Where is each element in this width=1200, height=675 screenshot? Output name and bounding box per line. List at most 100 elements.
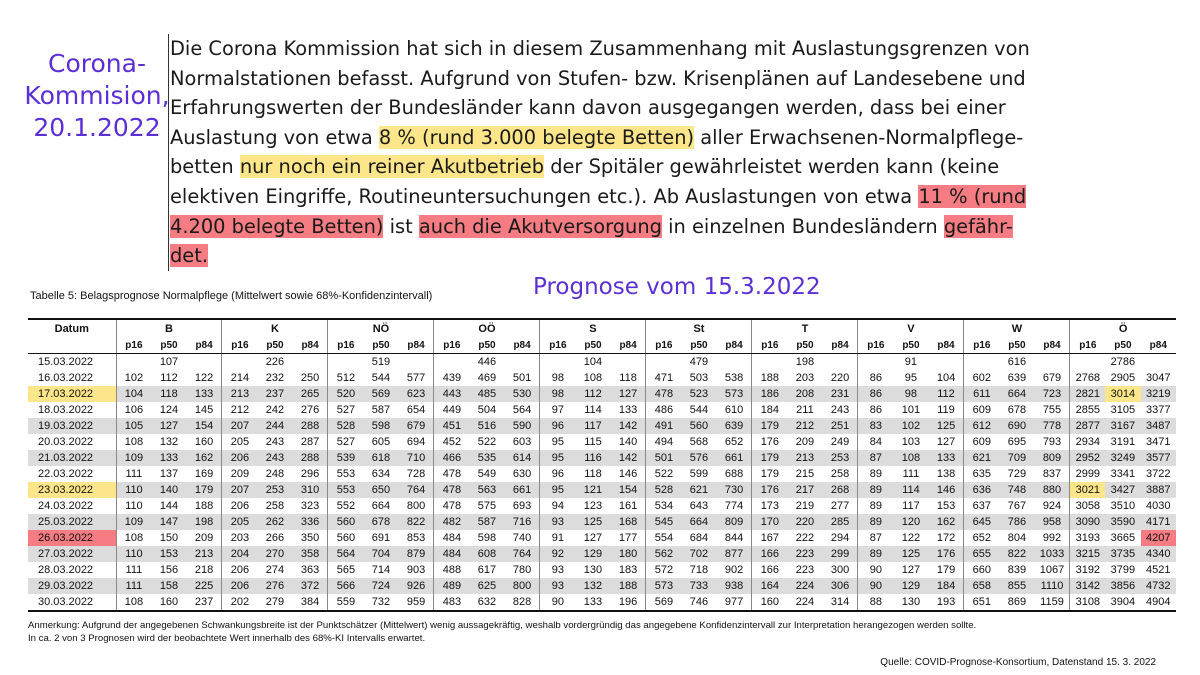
value-cell: 484: [433, 546, 470, 562]
value-cell: 294: [822, 530, 858, 546]
subcolumn-header: p84: [504, 338, 540, 354]
value-cell: 602: [963, 370, 1000, 386]
value-cell: 179: [751, 418, 788, 434]
value-cell: 209: [221, 466, 258, 482]
value-cell: 489: [433, 578, 470, 594]
value-cell: 140: [610, 434, 646, 450]
value-cell: 774: [716, 498, 752, 514]
value-cell: 575: [469, 498, 505, 514]
value-cell: 716: [504, 514, 540, 530]
value-cell: 3215: [1069, 546, 1106, 562]
value-cell: 237: [186, 594, 222, 612]
value-cell: 553: [327, 466, 364, 482]
value-cell: 488: [433, 562, 470, 578]
value-cell: 449: [433, 402, 470, 418]
value-cell: 618: [363, 450, 399, 466]
value-cell: 156: [151, 562, 187, 578]
table-row: 23.03.2022 110 140 179 207 253 310 553 650 764 478…: [28, 482, 1176, 498]
value-cell: 142: [610, 418, 646, 434]
value-cell: 501: [645, 450, 682, 466]
value-cell: [1140, 353, 1176, 370]
value-cell: 176: [928, 546, 964, 562]
region-header: W: [963, 318, 1070, 338]
value-cell: 611: [963, 386, 1000, 402]
value-cell: 253: [257, 482, 293, 498]
value-cell: 623: [398, 386, 434, 402]
value-cell: 102: [893, 418, 929, 434]
subcolumn-header: p84: [398, 338, 434, 354]
value-cell: 207: [221, 482, 258, 498]
value-cell: 132: [151, 434, 187, 450]
value-cell: 678: [363, 514, 399, 530]
value-cell: 248: [257, 466, 293, 482]
value-cell: 288: [292, 450, 328, 466]
value-cell: 746: [681, 594, 717, 612]
value-cell: 853: [398, 530, 434, 546]
value-cell: 959: [398, 594, 434, 612]
value-cell: 439: [433, 370, 470, 386]
subcolumn-header: p84: [186, 338, 222, 354]
value-cell: 107: [151, 353, 187, 370]
value-cell: 451: [433, 418, 470, 434]
value-cell: 358: [292, 546, 328, 562]
value-cell: 86: [857, 386, 894, 402]
value-cell: 225: [186, 578, 222, 594]
subcolumn-header: p84: [1140, 338, 1176, 354]
value-cell: 314: [822, 594, 858, 612]
value-cell: 336: [292, 514, 328, 530]
table-row: 24.03.2022 110 144 188 206 258 323 552 664 800 478…: [28, 498, 1176, 514]
value-cell: 714: [363, 562, 399, 578]
value-cell: 127: [610, 386, 646, 402]
value-cell: 3904: [1105, 594, 1141, 612]
date-header: Datum: [28, 318, 116, 338]
value-cell: 205: [221, 514, 258, 530]
value-cell: 89: [857, 466, 894, 482]
value-cell: 251: [822, 418, 858, 434]
date-cell: 18.03.2022: [28, 402, 116, 418]
value-cell: 146: [928, 482, 964, 498]
value-cell: 568: [681, 434, 717, 450]
value-cell: 203: [221, 530, 258, 546]
value-cell: 534: [645, 498, 682, 514]
value-cell: 350: [292, 530, 328, 546]
value-cell: 111: [115, 578, 152, 594]
value-cell: 170: [751, 514, 788, 530]
note-line: Anmerkung: Aufgrund der angegebenen Schw…: [28, 620, 977, 631]
value-cell: 153: [151, 546, 187, 562]
value-cell: 242: [257, 402, 293, 418]
value-cell: 630: [504, 466, 540, 482]
value-cell: 664: [681, 514, 717, 530]
value-cell: 654: [398, 402, 434, 418]
value-cell: 223: [787, 546, 823, 562]
value-cell: 616: [999, 353, 1035, 370]
value-cell: 129: [575, 546, 611, 562]
value-cell: 108: [575, 370, 611, 386]
value-cell: 132: [575, 578, 611, 594]
value-cell: 755: [1034, 402, 1070, 418]
value-cell: 231: [822, 386, 858, 402]
value-cell: 208: [787, 386, 823, 402]
value-cell: 111: [893, 466, 929, 482]
value-cell: 2821: [1069, 386, 1106, 402]
value-cell: 214: [221, 370, 258, 386]
value-cell: [716, 353, 752, 370]
value-cell: 108: [893, 450, 929, 466]
value-cell: 98: [893, 386, 929, 402]
subcolumn-header: p16: [539, 338, 576, 354]
value-cell: 590: [504, 418, 540, 434]
subcolumn-header: p16: [645, 338, 682, 354]
value-cell: 512: [327, 370, 364, 386]
region-header: V: [857, 318, 964, 338]
value-cell: 655: [963, 546, 1000, 562]
date-cell: 16.03.2022: [28, 370, 116, 386]
date-cell: 17.03.2022: [28, 386, 116, 402]
region-header: K: [221, 318, 328, 338]
value-cell: [928, 353, 964, 370]
value-cell: 695: [999, 434, 1035, 450]
subcolumn-header: p50: [787, 338, 823, 354]
value-cell: 598: [363, 418, 399, 434]
value-cell: 652: [716, 434, 752, 450]
value-cell: 279: [257, 594, 293, 612]
value-cell: 306: [822, 578, 858, 594]
value-cell: 104: [928, 370, 964, 386]
